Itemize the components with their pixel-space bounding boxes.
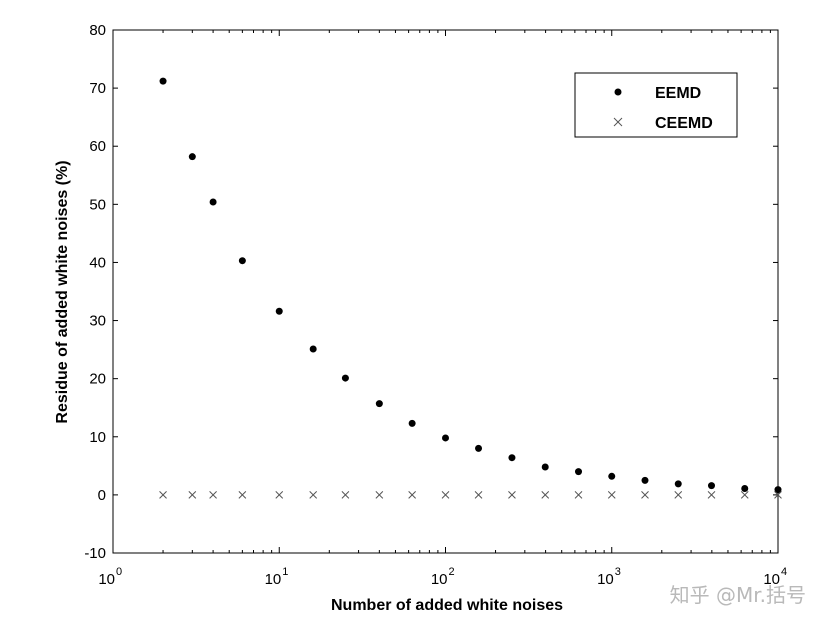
y-tick-label: 60	[89, 138, 106, 155]
eemd-point	[188, 153, 196, 161]
y-axis-label: Residue of added white noises (%)	[54, 160, 71, 423]
ceemd-point	[188, 491, 197, 499]
x-tick-label-exponent: 1	[282, 566, 288, 578]
eemd-point	[238, 257, 246, 265]
ceemd-point	[275, 491, 284, 499]
ceemd-point	[375, 491, 384, 499]
y-tick-label: -10	[84, 545, 106, 562]
x-tick-label-exponent: 0	[116, 566, 122, 578]
x-tick-label: 10 3	[597, 566, 621, 588]
ceemd-point	[541, 491, 550, 499]
legend-box	[574, 72, 738, 138]
eemd-point	[541, 463, 549, 471]
eemd-point	[475, 444, 483, 452]
y-tick-labels: -10 0 10 20 30 40 50 60 70 80	[84, 22, 106, 562]
ceemd-point	[707, 491, 716, 499]
y-tick-label: 50	[89, 196, 106, 213]
eemd-point	[159, 77, 167, 85]
ceemd-point	[474, 491, 483, 499]
y-tick-label: 20	[89, 371, 106, 388]
y-tick-label: 40	[89, 254, 106, 271]
eemd-point	[408, 419, 416, 427]
legend-ceemd-marker	[613, 117, 623, 127]
ceemd-point	[607, 491, 616, 499]
eemd-point	[442, 434, 449, 442]
eemd-point	[774, 486, 782, 494]
x-tick-label-exponent: 3	[615, 566, 621, 578]
eemd-point	[707, 482, 715, 490]
y-tick-label: 70	[89, 80, 106, 97]
legend-eemd-marker	[614, 88, 622, 96]
ceemd-point	[574, 491, 583, 499]
watermark: 知乎 @Mr.括号	[670, 583, 806, 607]
x-tick-label: 10 0	[98, 566, 122, 588]
ceemd-point	[209, 491, 217, 499]
ceemd-point	[674, 491, 683, 499]
eemd-point	[209, 198, 217, 206]
legend: EEMD CEEMD	[574, 72, 738, 138]
x-tick-label: 10 1	[265, 566, 289, 588]
eemd-point	[275, 307, 283, 315]
x-tick-label-exponent: 2	[449, 566, 455, 578]
x-tick-label-base: 10	[597, 571, 614, 588]
ceemd-point	[508, 491, 516, 499]
eemd-point	[674, 480, 682, 488]
legend-ceemd-label: CEEMD	[655, 115, 713, 132]
x-tick-labels: 10 0 10 1 10 2 10 3 10 4	[98, 566, 787, 588]
ceemd-point	[408, 491, 416, 499]
ceemd-point	[341, 491, 350, 499]
x-tick-label: 10 4	[763, 566, 787, 588]
legend-eemd-label: EEMD	[655, 85, 701, 102]
ceemd-point	[641, 491, 649, 499]
ceemd-point	[774, 491, 782, 499]
x-tick-label-base: 10	[98, 571, 115, 588]
ceemd-point	[309, 491, 318, 499]
eemd-point	[641, 476, 649, 484]
eemd-point	[508, 454, 516, 462]
eemd-point	[741, 484, 749, 492]
x-tick-label-base: 10	[265, 571, 282, 588]
eemd-point	[575, 468, 583, 476]
eemd-point	[608, 472, 616, 480]
eemd-point	[341, 374, 349, 382]
y-tick-label: 80	[89, 22, 106, 39]
ceemd-point	[159, 491, 167, 499]
x-axis-label: Number of added white noises	[331, 597, 563, 614]
x-tick-label-base: 10	[431, 571, 448, 588]
x-tick-label-base: 10	[763, 571, 780, 588]
ceemd-point	[740, 491, 749, 499]
eemd-point	[375, 400, 383, 408]
x-tick-label-exponent: 4	[781, 566, 787, 578]
y-tick-label: 0	[98, 487, 106, 504]
ceemd-point	[441, 491, 450, 499]
eemd-point	[309, 345, 317, 353]
axis-ticks	[112, 29, 779, 554]
data-marks	[159, 77, 782, 499]
ceemd-point	[238, 491, 247, 499]
y-tick-label: 10	[89, 429, 106, 446]
y-tick-label: 30	[89, 313, 106, 330]
x-tick-label: 10 2	[431, 566, 455, 588]
